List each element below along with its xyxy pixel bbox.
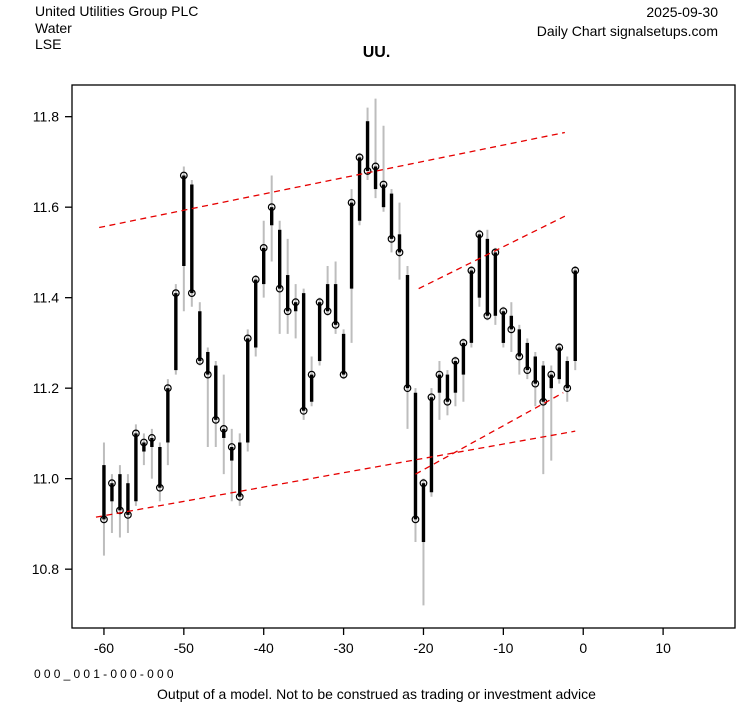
close-marker-circle: [179, 171, 188, 180]
y-tick-label: 10.8: [32, 561, 59, 577]
x-tick-label: -30: [333, 640, 353, 656]
y-tick-label: 11.2: [33, 380, 59, 396]
close-marker-circle: [451, 357, 460, 365]
close-marker-circle: [116, 506, 124, 515]
close-marker-circle: [203, 370, 212, 379]
ohlc-bars: [102, 121, 577, 543]
chart-date: 2025-09-30: [646, 4, 718, 20]
close-marker-circle: [307, 370, 316, 379]
close-marker-circle: [443, 397, 452, 406]
close-marker-circle: [315, 298, 324, 307]
x-tick-label: -50: [174, 640, 194, 656]
chart-source: Daily Chart signalsetups.com: [536, 22, 718, 39]
close-marker-circle: [339, 370, 348, 379]
close-marker-circle: [323, 307, 332, 316]
close-marker-circle: [571, 266, 580, 275]
x-tick-label: -10: [493, 640, 513, 656]
close-marker-circle: [243, 334, 252, 343]
close-marker-circle: [459, 339, 468, 347]
y-tick-label: 11.0: [33, 471, 59, 487]
close-marker-circle: [555, 343, 564, 352]
lower-support-long-line: [95, 430, 576, 518]
close-marker-circle: [211, 415, 220, 424]
close-marker-circle: [283, 307, 292, 316]
close-marker-circle: [275, 284, 284, 293]
close-marker-circle: [347, 198, 356, 207]
close-marker-circle: [371, 162, 380, 171]
close-marker-circle: [395, 248, 404, 257]
close-marker-circle: [299, 406, 308, 415]
close-marker-circle: [227, 443, 236, 451]
close-marker-circle: [100, 515, 108, 524]
sector-label: Water: [35, 19, 72, 36]
close-marker-circle: [355, 153, 364, 162]
close-marker-circle: [387, 234, 396, 243]
close-marker-circle: [195, 357, 204, 365]
y-tick-label: 11.8: [33, 109, 59, 125]
close-marker-circle: [523, 366, 532, 374]
close-marker-circle: [187, 289, 196, 298]
chart-title: UU.: [362, 44, 391, 61]
y-tick-label: 11.6: [33, 199, 59, 215]
close-marker-circle: [267, 203, 276, 212]
upper-resistance-line: [99, 131, 565, 229]
close-marker-circle: [171, 289, 180, 298]
close-marker-circle: [379, 180, 388, 189]
close-marker-circle: [155, 483, 164, 492]
x-tick-label: 10: [655, 640, 671, 656]
x-tick-label: -60: [94, 640, 114, 656]
close-marker-circle: [515, 352, 524, 361]
close-marker-circle: [132, 429, 140, 438]
plot-border: [71, 84, 736, 629]
close-marker-circle: [259, 243, 268, 252]
close-marker-circle: [435, 370, 444, 379]
company-name: United Utilities Group PLC: [35, 3, 199, 19]
close-marker-circle: [139, 438, 148, 447]
close-marker-circle: [419, 479, 428, 488]
header-right: 2025-09-30 Daily Chart signalsetups.com: [537, 3, 718, 40]
exchange-label: LSE: [35, 36, 62, 52]
header-left: United Utilities Group PLC Water LSE: [35, 3, 198, 53]
x-tick-label: -40: [254, 640, 274, 656]
y-axis: 10.8 11.0 11.2 11.4 11.6 11.8: [32, 109, 72, 577]
x-tick-label: -20: [413, 640, 433, 656]
model-code: 000_001-000-000: [34, 667, 177, 681]
close-marker-circle: [467, 266, 476, 275]
close-marker-circle: [475, 230, 484, 239]
close-marker-circle: [403, 384, 412, 393]
close-marker-circle: [531, 379, 540, 388]
close-marker-circle: [411, 515, 420, 524]
close-marker-circle: [147, 434, 156, 442]
close-marker-circle: [483, 311, 492, 320]
lower-support-steep-line: [415, 392, 564, 475]
x-axis: -60 -50 -40 -30 -20 -10 0 10: [94, 628, 671, 656]
close-marker-circle: [331, 320, 340, 329]
close-marker-circle: [363, 167, 372, 175]
disclaimer-text: Output of a model. Not to be construed a…: [157, 686, 596, 702]
x-tick-label: 0: [579, 640, 587, 656]
close-marker-circle: [235, 492, 244, 501]
y-tick-label: 11.4: [33, 290, 59, 306]
close-marker-circle: [563, 384, 572, 393]
close-marker-circle: [219, 425, 228, 433]
close-marker-circle: [291, 298, 300, 307]
close-marker-circle: [499, 307, 508, 316]
close-markers: [100, 153, 580, 524]
close-marker-circle: [427, 393, 436, 402]
close-marker-circle: [108, 479, 116, 488]
close-marker-circle: [163, 384, 172, 393]
close-marker-circle: [491, 248, 500, 257]
close-marker-circle: [507, 325, 516, 334]
close-marker-circle: [251, 275, 260, 284]
close-marker-circle: [547, 370, 556, 379]
trendlines: [95, 131, 576, 518]
